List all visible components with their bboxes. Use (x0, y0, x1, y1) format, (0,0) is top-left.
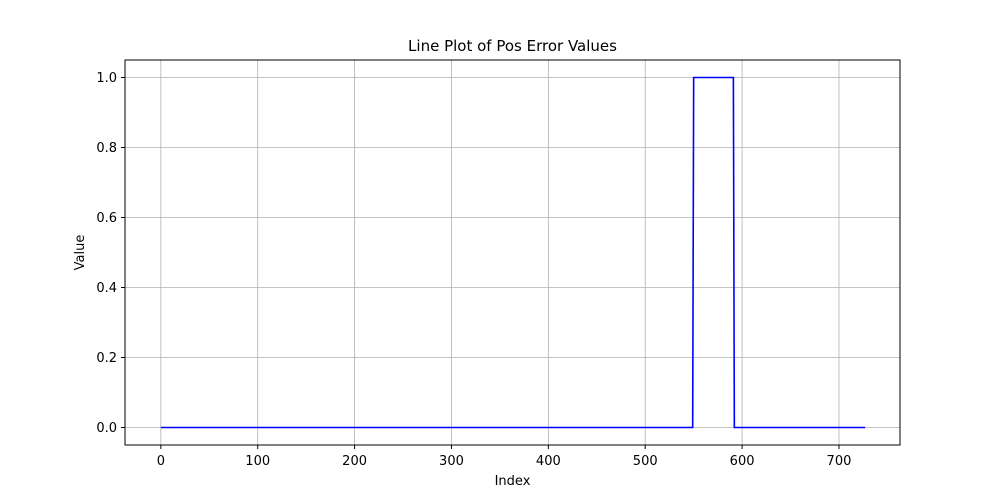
x-tick-label: 600 (730, 454, 755, 469)
x-tick-label: 700 (827, 454, 852, 469)
x-tick-label: 300 (439, 454, 464, 469)
x-tick-label: 0 (157, 454, 165, 469)
grid-lines (125, 60, 900, 445)
plot-area-frame (124, 59, 901, 446)
y-tick-label: 1.0 (96, 71, 117, 86)
y-axis-label: Value (73, 235, 88, 271)
y-tick-label: 0.2 (96, 351, 117, 366)
y-tick-label: 0.6 (96, 211, 117, 226)
y-tick-label: 0.0 (96, 421, 117, 436)
x-tick-label: 200 (342, 454, 367, 469)
axis-ticks: 0 100 200 300 400 500 600 700 0.0 0.2 0.4 0.6 0.8 1.0 (96, 71, 851, 469)
x-axis-label: Index (495, 474, 531, 489)
x-tick-label: 500 (633, 454, 658, 469)
y-tick-label: 0.8 (96, 141, 117, 156)
x-tick-label: 400 (536, 454, 561, 469)
series-layer (160, 76, 866, 429)
x-tick-label: 100 (245, 454, 270, 469)
y-tick-label: 0.4 (96, 281, 117, 296)
chart-title: Line Plot of Pos Error Values (408, 37, 617, 55)
series-line (160, 76, 866, 429)
